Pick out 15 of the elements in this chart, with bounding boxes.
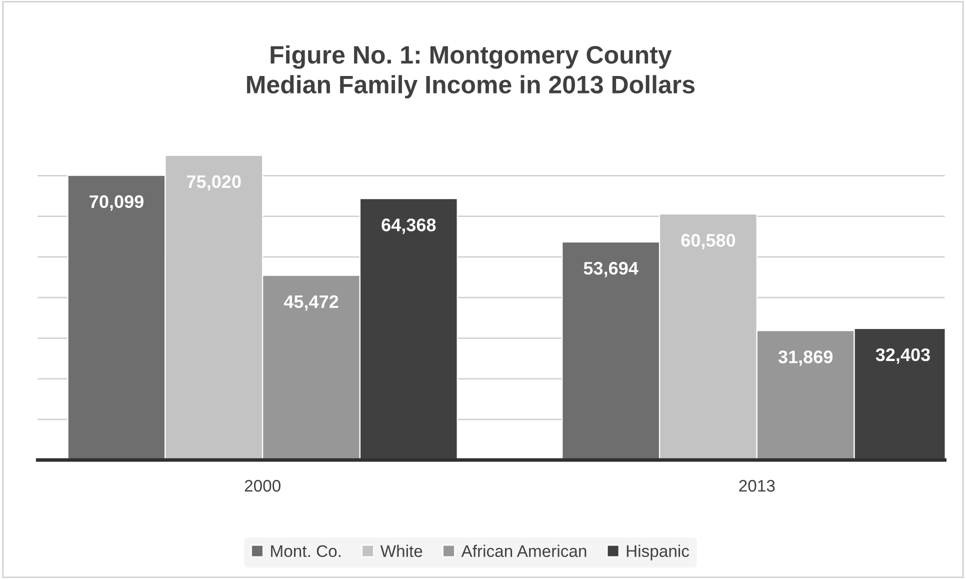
legend-label: Hispanic bbox=[626, 544, 690, 560]
data-label: 45,472 bbox=[284, 295, 338, 311]
chart-title: Figure No. 1: Montgomery County Median Family Income in 2013 Dollars bbox=[247, 45, 695, 98]
data-label: 31,869 bbox=[778, 350, 833, 366]
data-label: 60,580 bbox=[681, 234, 736, 250]
data-label: 70,099 bbox=[90, 195, 144, 211]
legend-label: Mont. Co. bbox=[271, 545, 340, 558]
legend-label: White bbox=[380, 544, 422, 558]
x-tick-label: 2000 bbox=[244, 480, 280, 492]
data-label: 53,694 bbox=[584, 262, 638, 278]
legend-label: African American bbox=[461, 544, 586, 558]
data-label: 64,368 bbox=[382, 218, 436, 234]
data-label: 75,020 bbox=[187, 175, 241, 191]
x-tick-label: 2013 bbox=[739, 480, 775, 492]
data-label: 32,403 bbox=[876, 348, 930, 364]
